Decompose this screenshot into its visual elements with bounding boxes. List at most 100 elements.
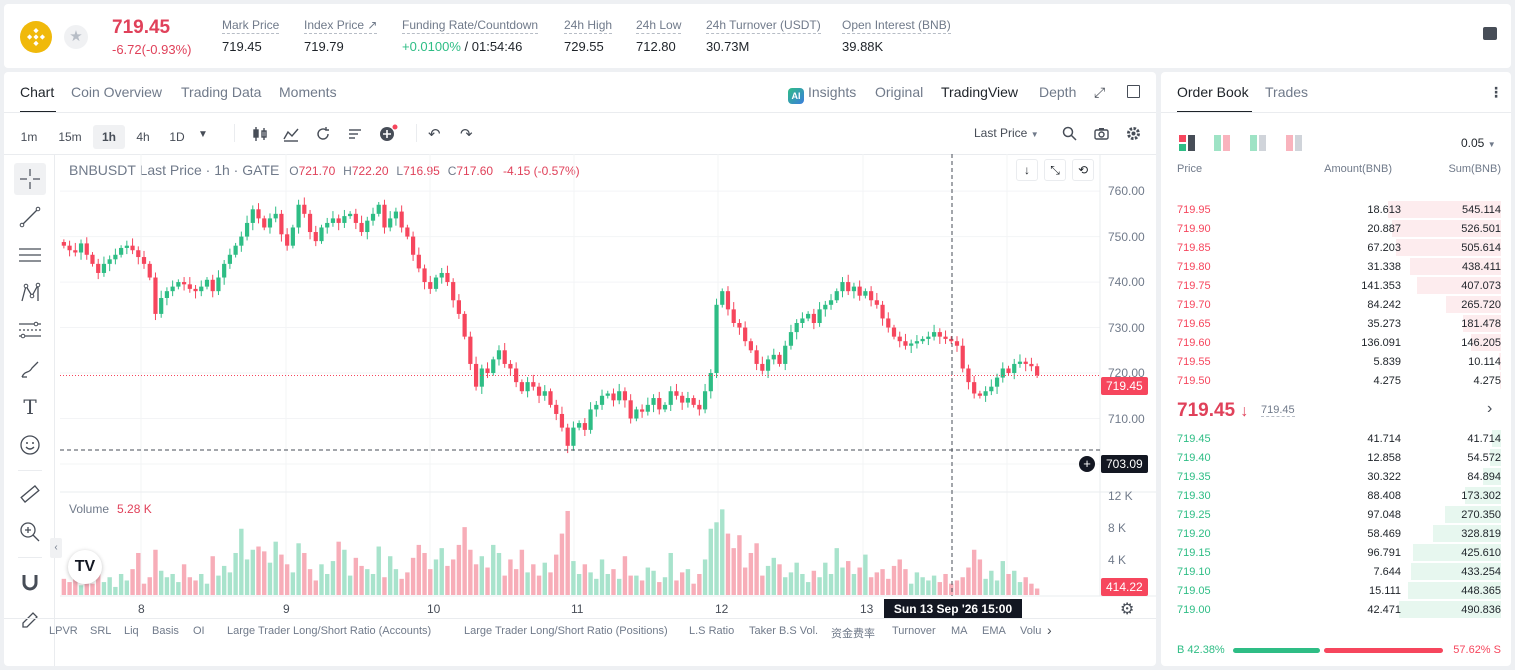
timeframe-dropdown-icon[interactable]: ▼: [198, 129, 208, 140]
tab-chart[interactable]: Chart: [20, 84, 55, 100]
fullscreen-icon[interactable]: [1127, 85, 1140, 98]
book-view-asks-icon[interactable]: [1286, 135, 1302, 154]
bid-row[interactable]: 719.45 41.714 41.714: [1161, 429, 1511, 448]
book-mid-price[interactable]: 719.45 ↓: [1177, 400, 1249, 421]
search-icon[interactable]: [1062, 126, 1077, 141]
tab-tradingview[interactable]: TradingView: [941, 84, 1019, 100]
indicator-6[interactable]: Large Trader Long/Short Ratio (Positions…: [464, 625, 668, 637]
tab-order-book[interactable]: Order Book: [1177, 84, 1249, 100]
ask-row[interactable]: 719.80 31.338 438.411: [1161, 257, 1511, 276]
bid-row[interactable]: 719.00 42.471 490.836: [1161, 600, 1511, 619]
ask-row[interactable]: 719.95 18.613 545.114: [1161, 200, 1511, 219]
bid-row[interactable]: 719.20 58.469 328.819: [1161, 524, 1511, 543]
collapse-sidebar-icon[interactable]: ‹: [50, 538, 62, 558]
candle-body: [302, 204, 307, 214]
depth-bar: [1483, 468, 1501, 485]
magnet-icon[interactable]: [14, 566, 46, 598]
expand-icon[interactable]: ⤢: [1094, 84, 1106, 100]
ask-row[interactable]: 719.70 84.242 265.720: [1161, 295, 1511, 314]
timeframe-4h[interactable]: 4h: [136, 130, 150, 144]
tab-moments[interactable]: Moments: [279, 84, 337, 100]
reset-scale-icon[interactable]: ⤡: [1044, 159, 1066, 181]
chevron-right-icon[interactable]: ›: [1047, 622, 1052, 638]
chart-settings-icon[interactable]: ⚙: [1120, 601, 1135, 618]
bid-row[interactable]: 719.30 88.408 173.302: [1161, 486, 1511, 505]
templates-icon[interactable]: [347, 126, 363, 142]
candle-body: [279, 213, 284, 235]
guide-book-icon[interactable]: [1483, 27, 1497, 40]
horizontal-lines-tool[interactable]: [14, 239, 46, 271]
refresh-icon[interactable]: ⟲: [1072, 159, 1094, 181]
indicator-5[interactable]: Large Trader Long/Short Ratio (Accounts): [227, 625, 432, 637]
bid-row[interactable]: 719.10 7.644 433.254: [1161, 562, 1511, 581]
bid-row[interactable]: 719.05 15.111 448.365: [1161, 581, 1511, 600]
undo-icon[interactable]: ↶: [428, 126, 441, 143]
insights-button[interactable]: AI Insights: [788, 84, 856, 104]
volume-bar: [433, 559, 439, 595]
more-options-icon[interactable]: ⋮: [1489, 84, 1503, 100]
ask-row[interactable]: 719.75 141.353 407.073: [1161, 276, 1511, 295]
candle-body: [393, 211, 399, 219]
indicator-12[interactable]: EMA: [982, 625, 1006, 637]
emoji-tool-icon[interactable]: [14, 429, 46, 461]
book-view-split-icon[interactable]: [1214, 135, 1230, 154]
ask-row[interactable]: 719.85 67.203 505.614: [1161, 238, 1511, 257]
add-alert-icon[interactable]: +: [1079, 456, 1095, 472]
zoom-in-icon[interactable]: [14, 516, 46, 548]
indicator-9[interactable]: 资金费率: [831, 628, 875, 640]
indicator-7[interactable]: L.S Ratio: [689, 625, 735, 637]
favorite-star-icon[interactable]: ★: [64, 25, 88, 49]
stat-index-price[interactable]: Index Price ↗ 719.79: [304, 18, 378, 54]
text-tool-icon[interactable]: T: [23, 395, 37, 419]
ask-row[interactable]: 719.50 4.275 4.275: [1161, 371, 1511, 390]
tab-coin-overview[interactable]: Coin Overview: [71, 84, 163, 100]
ruler-icon[interactable]: [14, 478, 46, 510]
pattern-tool[interactable]: [14, 277, 46, 309]
ask-row[interactable]: 719.55 5.839 10.114: [1161, 352, 1511, 371]
tab-trades[interactable]: Trades: [1265, 84, 1309, 100]
candlestick-chart[interactable]: [4, 72, 1156, 666]
trend-line-tool[interactable]: [14, 201, 46, 233]
timeframe-1h[interactable]: 1h: [93, 125, 125, 149]
candle-body: [124, 245, 129, 248]
indicator-11[interactable]: MA: [951, 625, 968, 637]
ask-row[interactable]: 719.65 35.273 181.478: [1161, 314, 1511, 333]
chevron-right-icon[interactable]: ›: [1487, 400, 1493, 417]
draw-mode-icon[interactable]: [14, 604, 46, 636]
bid-row[interactable]: 719.25 97.048 270.350: [1161, 505, 1511, 524]
bid-row[interactable]: 719.35 30.322 84.894: [1161, 467, 1511, 486]
redo-icon[interactable]: ↷: [460, 126, 473, 143]
brush-tool[interactable]: [14, 353, 46, 385]
timeframe-15m[interactable]: 15m: [58, 130, 82, 144]
tab-depth[interactable]: Depth: [1039, 84, 1077, 100]
indicator-13[interactable]: Volu: [1020, 625, 1042, 637]
indicator-10[interactable]: Turnover: [892, 625, 936, 637]
replay-icon[interactable]: [315, 126, 331, 142]
indicator-2[interactable]: Liq: [124, 625, 139, 637]
crosshair-tool[interactable]: [14, 163, 46, 195]
timeframe-1d[interactable]: 1D: [169, 130, 185, 144]
indicator-1[interactable]: SRL: [90, 625, 112, 637]
indicator-0[interactable]: LPVR: [49, 625, 78, 637]
candle-type-icon[interactable]: [252, 126, 268, 142]
scroll-latest-icon[interactable]: ↓: [1016, 159, 1038, 181]
ask-row[interactable]: 719.60 136.091 146.205: [1161, 333, 1511, 352]
indicator-8[interactable]: Taker B.S Vol.: [749, 625, 819, 637]
ask-row[interactable]: 719.90 20.887 526.501: [1161, 219, 1511, 238]
indicator-3[interactable]: Basis: [152, 625, 179, 637]
book-view-both-icon[interactable]: [1179, 135, 1195, 154]
precision-select[interactable]: 0.05 ▼: [1461, 136, 1496, 150]
camera-icon[interactable]: [1094, 126, 1109, 141]
fib-tool[interactable]: [14, 315, 46, 347]
add-indicator-icon[interactable]: [379, 124, 399, 142]
indicators-icon[interactable]: [283, 126, 299, 142]
indicator-4[interactable]: OI: [193, 625, 205, 637]
timeframe-1m[interactable]: 1m: [20, 130, 38, 144]
settings-gear-icon[interactable]: [1126, 126, 1141, 141]
price-type-select[interactable]: Last Price ▼: [974, 126, 1039, 140]
bid-row[interactable]: 719.15 96.791 425.610: [1161, 543, 1511, 562]
tab-trading-data[interactable]: Trading Data: [181, 84, 262, 100]
tab-original[interactable]: Original: [875, 84, 924, 100]
bid-row[interactable]: 719.40 12.858 54.572: [1161, 448, 1511, 467]
book-view-bids-icon[interactable]: [1250, 135, 1266, 154]
